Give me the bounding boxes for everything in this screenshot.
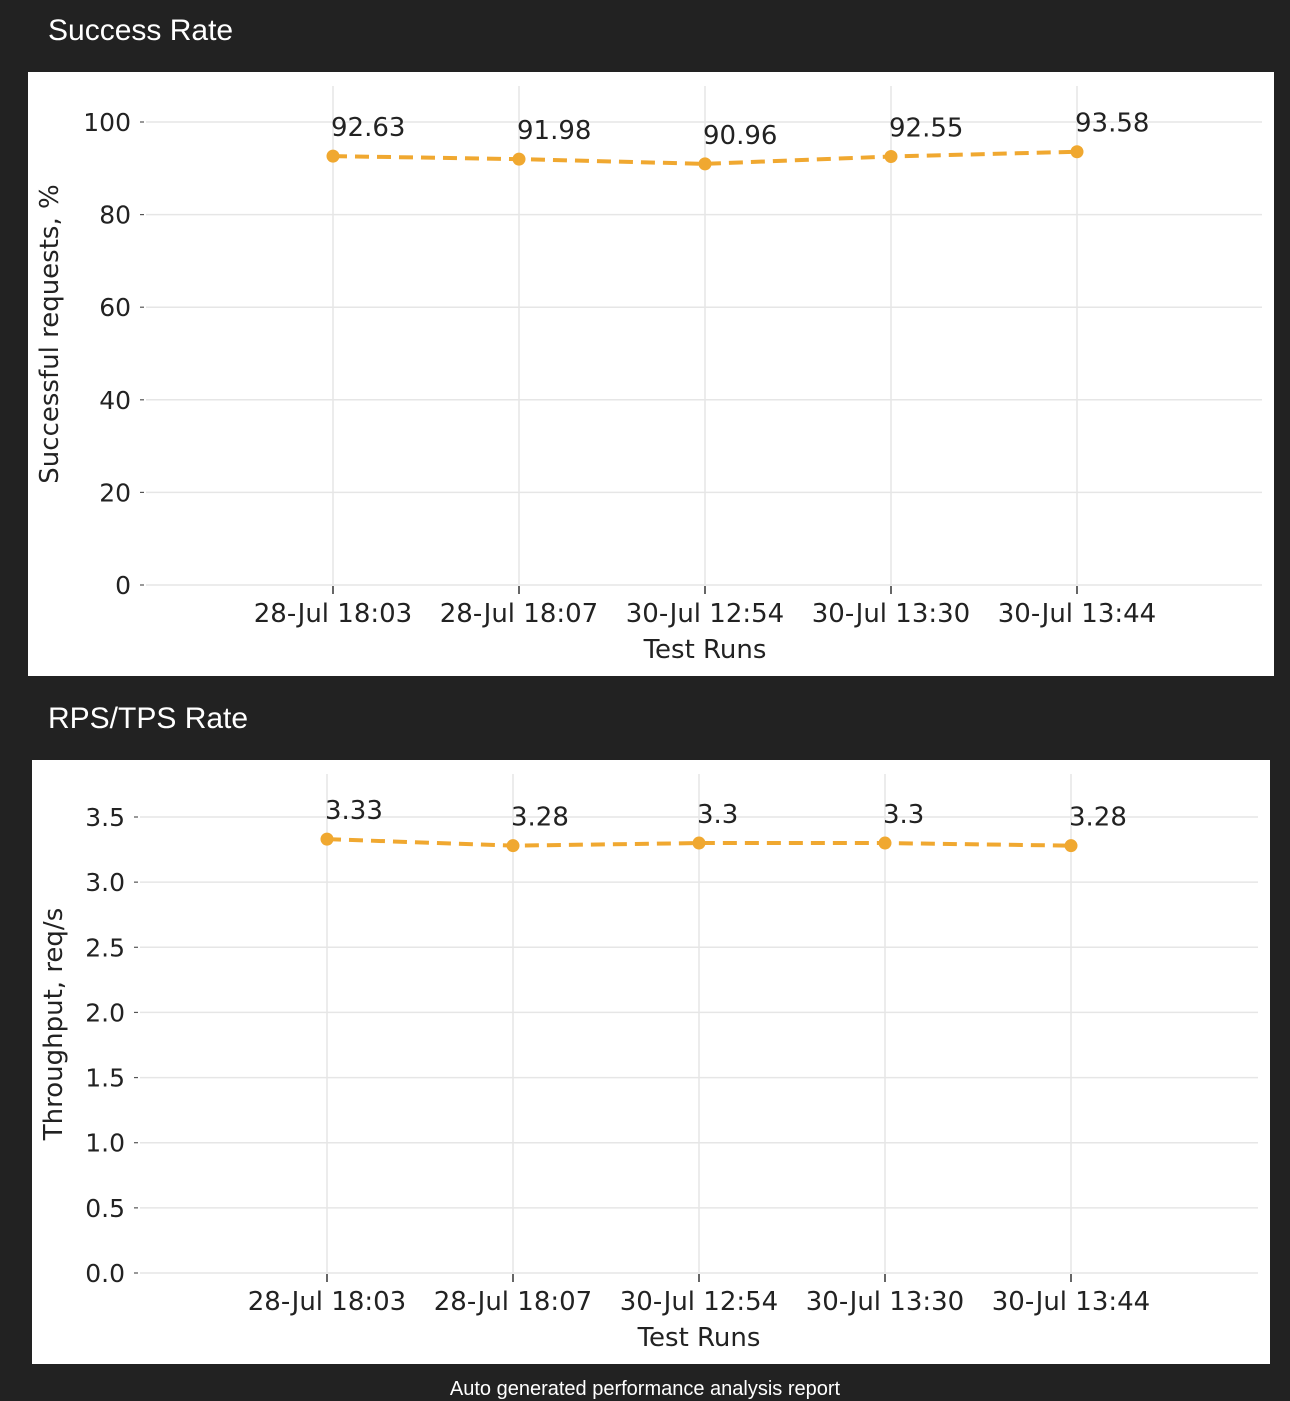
y-tick-label: 1.5 <box>85 1064 125 1093</box>
data-point <box>1064 839 1078 853</box>
report-footer: Auto generated performance analysis repo… <box>449 1378 841 1400</box>
y-axis-label: Throughput, req/s <box>39 908 69 1141</box>
rps-rate-chart: 0.0 0.5 1.0 1.5 2.0 2.5 3.0 3.5 28-Jul 18:03 28-J… <box>39 774 1258 1353</box>
x-axis-label: Test Runs <box>637 1323 761 1353</box>
x-tick-label: 28-Jul 18:07 <box>440 599 598 629</box>
series-line <box>326 837 1072 848</box>
y-tick-label: 0.5 <box>85 1194 125 1223</box>
data-label: 3.3 <box>697 800 738 830</box>
x-tick-label: 30-Jul 12:54 <box>620 1287 778 1317</box>
x-tick-label: 30-Jul 13:44 <box>998 599 1156 629</box>
data-point <box>1070 145 1084 159</box>
data-label: 92.63 <box>331 113 405 143</box>
success-rate-chart-panel: 0 20 40 60 80 100 28-Jul 18:03 28-Jul 18:07 30-J… <box>28 72 1274 676</box>
data-point <box>320 832 334 846</box>
x-tick-label: 30-Jul 13:44 <box>992 1287 1150 1317</box>
x-tick-label: 28-Jul 18:07 <box>434 1287 592 1317</box>
y-tick-label: 2.0 <box>85 998 125 1027</box>
x-tick-label: 30-Jul 12:54 <box>626 599 784 629</box>
data-point <box>692 836 706 850</box>
series-line <box>332 149 1078 166</box>
y-tick-label: 80 <box>99 201 131 230</box>
data-point <box>698 157 712 171</box>
data-label: 91.98 <box>517 116 591 146</box>
data-point <box>878 836 892 850</box>
data-point <box>512 152 526 166</box>
x-tick-label: 28-Jul 18:03 <box>248 1287 406 1317</box>
x-tick-label: 28-Jul 18:03 <box>254 599 412 629</box>
success-rate-chart: 0 20 40 60 80 100 28-Jul 18:03 28-Jul 18:07 30-J… <box>35 86 1262 665</box>
data-label: 3.33 <box>325 796 383 826</box>
y-tick-label: 20 <box>99 478 131 507</box>
y-tick-label: 100 <box>83 108 131 137</box>
data-label: 93.58 <box>1075 109 1149 139</box>
x-tick-label: 30-Jul 13:30 <box>812 599 970 629</box>
data-label: 3.28 <box>511 803 569 833</box>
data-label: 90.96 <box>703 121 777 151</box>
data-label: 3.28 <box>1069 803 1127 833</box>
y-tick-label: 2.5 <box>85 933 125 962</box>
y-tick-label: 40 <box>99 386 131 415</box>
data-label: 3.3 <box>883 800 924 830</box>
data-point <box>326 149 340 163</box>
x-tick-label: 30-Jul 13:30 <box>806 1287 964 1317</box>
y-tick-label: 0.0 <box>85 1259 125 1288</box>
y-tick-label: 1.0 <box>85 1129 125 1158</box>
rps-rate-title: RPS/TPS Rate <box>48 702 249 735</box>
success-rate-title: Success Rate <box>48 14 234 47</box>
y-tick-label: 0 <box>115 571 131 600</box>
y-axis-label: Successful requests, % <box>35 184 65 483</box>
y-tick-label: 3.5 <box>85 803 125 832</box>
rps-rate-chart-panel: 0.0 0.5 1.0 1.5 2.0 2.5 3.0 3.5 28-Jul 18:03 28-J… <box>32 760 1270 1364</box>
data-point <box>884 149 898 163</box>
data-point <box>506 839 520 853</box>
y-tick-label: 3.0 <box>85 868 125 897</box>
x-axis-label: Test Runs <box>643 635 767 665</box>
y-tick-label: 60 <box>99 293 131 322</box>
data-label: 92.55 <box>889 113 963 143</box>
